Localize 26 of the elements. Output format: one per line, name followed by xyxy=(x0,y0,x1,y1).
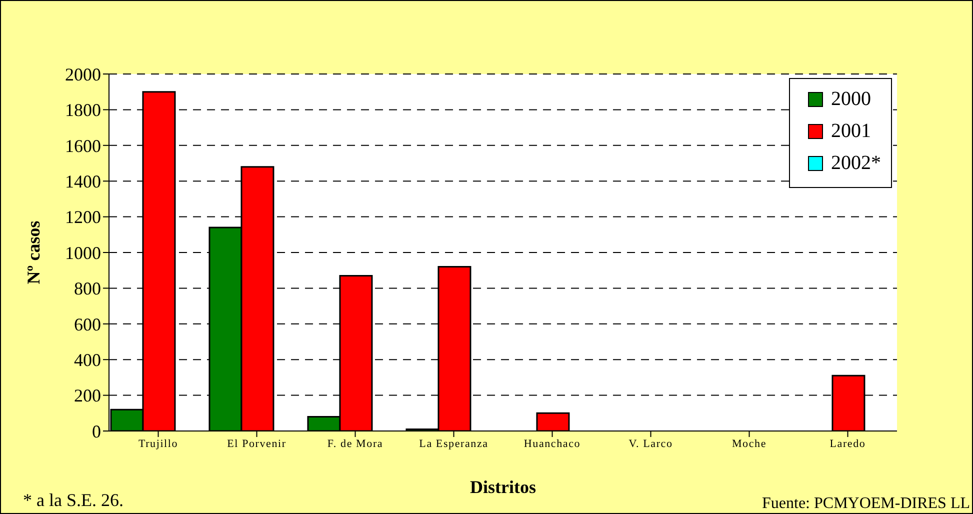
x-tick-label: La Esperanza xyxy=(419,438,488,450)
x-tick-label: V. Larco xyxy=(628,438,673,450)
y-tick-label: 600 xyxy=(74,314,101,334)
y-tick-label: 1600 xyxy=(65,136,101,156)
y-tick-label: 1800 xyxy=(65,100,101,120)
x-tick-label: F. de Mora xyxy=(327,438,384,450)
y-tick-label: 1200 xyxy=(65,207,101,228)
x-axis-title: Distritos xyxy=(470,477,536,497)
y-tick-label: 800 xyxy=(74,278,101,299)
x-tick-label: Huanchaco xyxy=(524,438,581,450)
y-tick-label: 2000 xyxy=(65,64,101,84)
x-tick-label: Trujillo xyxy=(138,438,178,450)
legend-label: 2001 xyxy=(831,120,871,142)
x-tick-label: Laredo xyxy=(830,438,866,450)
y-tick-label: 400 xyxy=(74,350,101,370)
y-tick-label: 200 xyxy=(74,386,101,406)
x-tick-label: El Porvenir xyxy=(227,438,286,450)
legend-label: 2002* xyxy=(831,152,881,174)
x-tick-label: Moche xyxy=(732,438,767,450)
legend-label: 2000 xyxy=(831,88,871,110)
text: * a la S.E. 26. xyxy=(23,490,124,511)
y-tick-label: 1400 xyxy=(65,171,101,192)
y-tick-label: 1000 xyxy=(65,242,101,263)
source-note: Fuente: PCMYOEM-DIRES LL xyxy=(762,495,970,513)
y-tick-label: 0 xyxy=(92,421,101,442)
y-axis-title: Nº casos xyxy=(23,220,44,284)
